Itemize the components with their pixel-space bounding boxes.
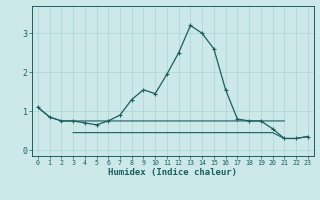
X-axis label: Humidex (Indice chaleur): Humidex (Indice chaleur) [108,168,237,177]
